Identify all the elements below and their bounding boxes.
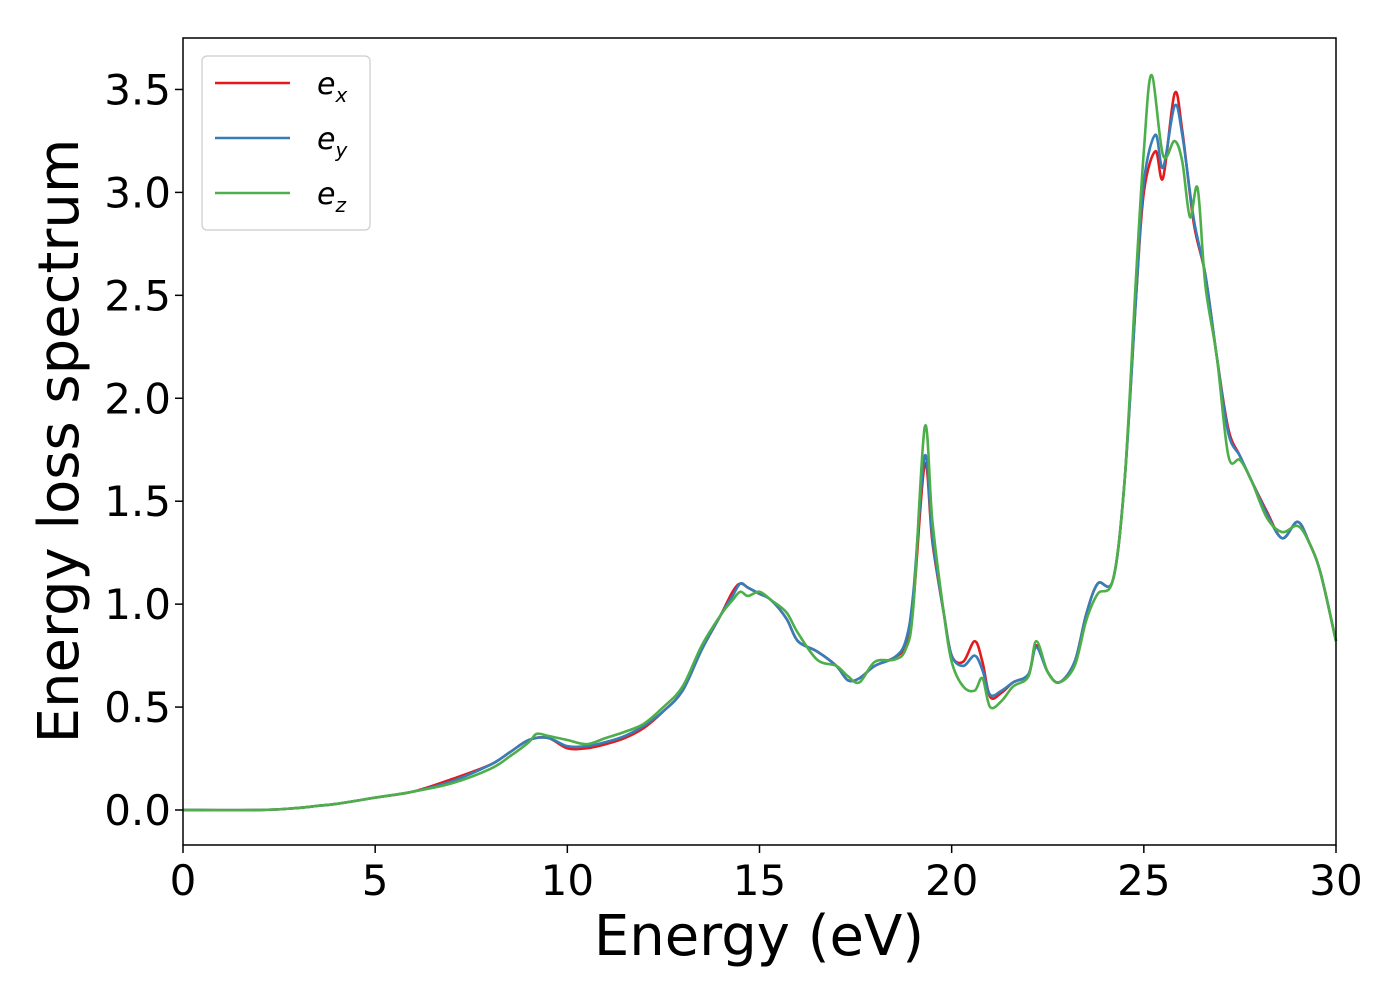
series-layer [182, 73, 1338, 812]
x-tick-label: 25 [1117, 856, 1170, 905]
y-tick-label: 0.0 [104, 786, 171, 835]
y-tick-label: 2.5 [104, 271, 171, 320]
x-tick-label: 15 [733, 856, 786, 905]
legend: ex ey ez [201, 55, 371, 231]
x-tick-label: 10 [541, 856, 594, 905]
y-tick-label: 2.0 [104, 374, 171, 423]
x-axis-label: Energy (eV) [594, 904, 924, 969]
y-tick-label: 3.0 [104, 168, 171, 217]
x-tick-label: 0 [170, 856, 197, 905]
legend-label-ex: ex [317, 67, 347, 107]
x-tick-label: 30 [1309, 856, 1362, 905]
legend-label-ey: ey [317, 122, 348, 162]
y-axis: 0.0 0.5 1.0 1.5 2.0 2.5 3.0 3.5 [104, 65, 183, 835]
x-axis: 0 5 10 15 20 25 30 [170, 845, 1363, 905]
x-tick-label: 20 [925, 856, 978, 905]
y-tick-label: 3.5 [104, 65, 171, 114]
y-tick-label: 1.5 [104, 477, 171, 526]
y-tick-label: 1.0 [104, 580, 171, 629]
y-tick-label: 0.5 [104, 683, 171, 732]
y-axis-label: Energy loss spectrum [27, 139, 92, 744]
series-line-ez [182, 73, 1338, 812]
legend-box [201, 55, 371, 231]
legend-label-ez: ez [317, 177, 346, 217]
x-tick-label: 5 [362, 856, 389, 905]
